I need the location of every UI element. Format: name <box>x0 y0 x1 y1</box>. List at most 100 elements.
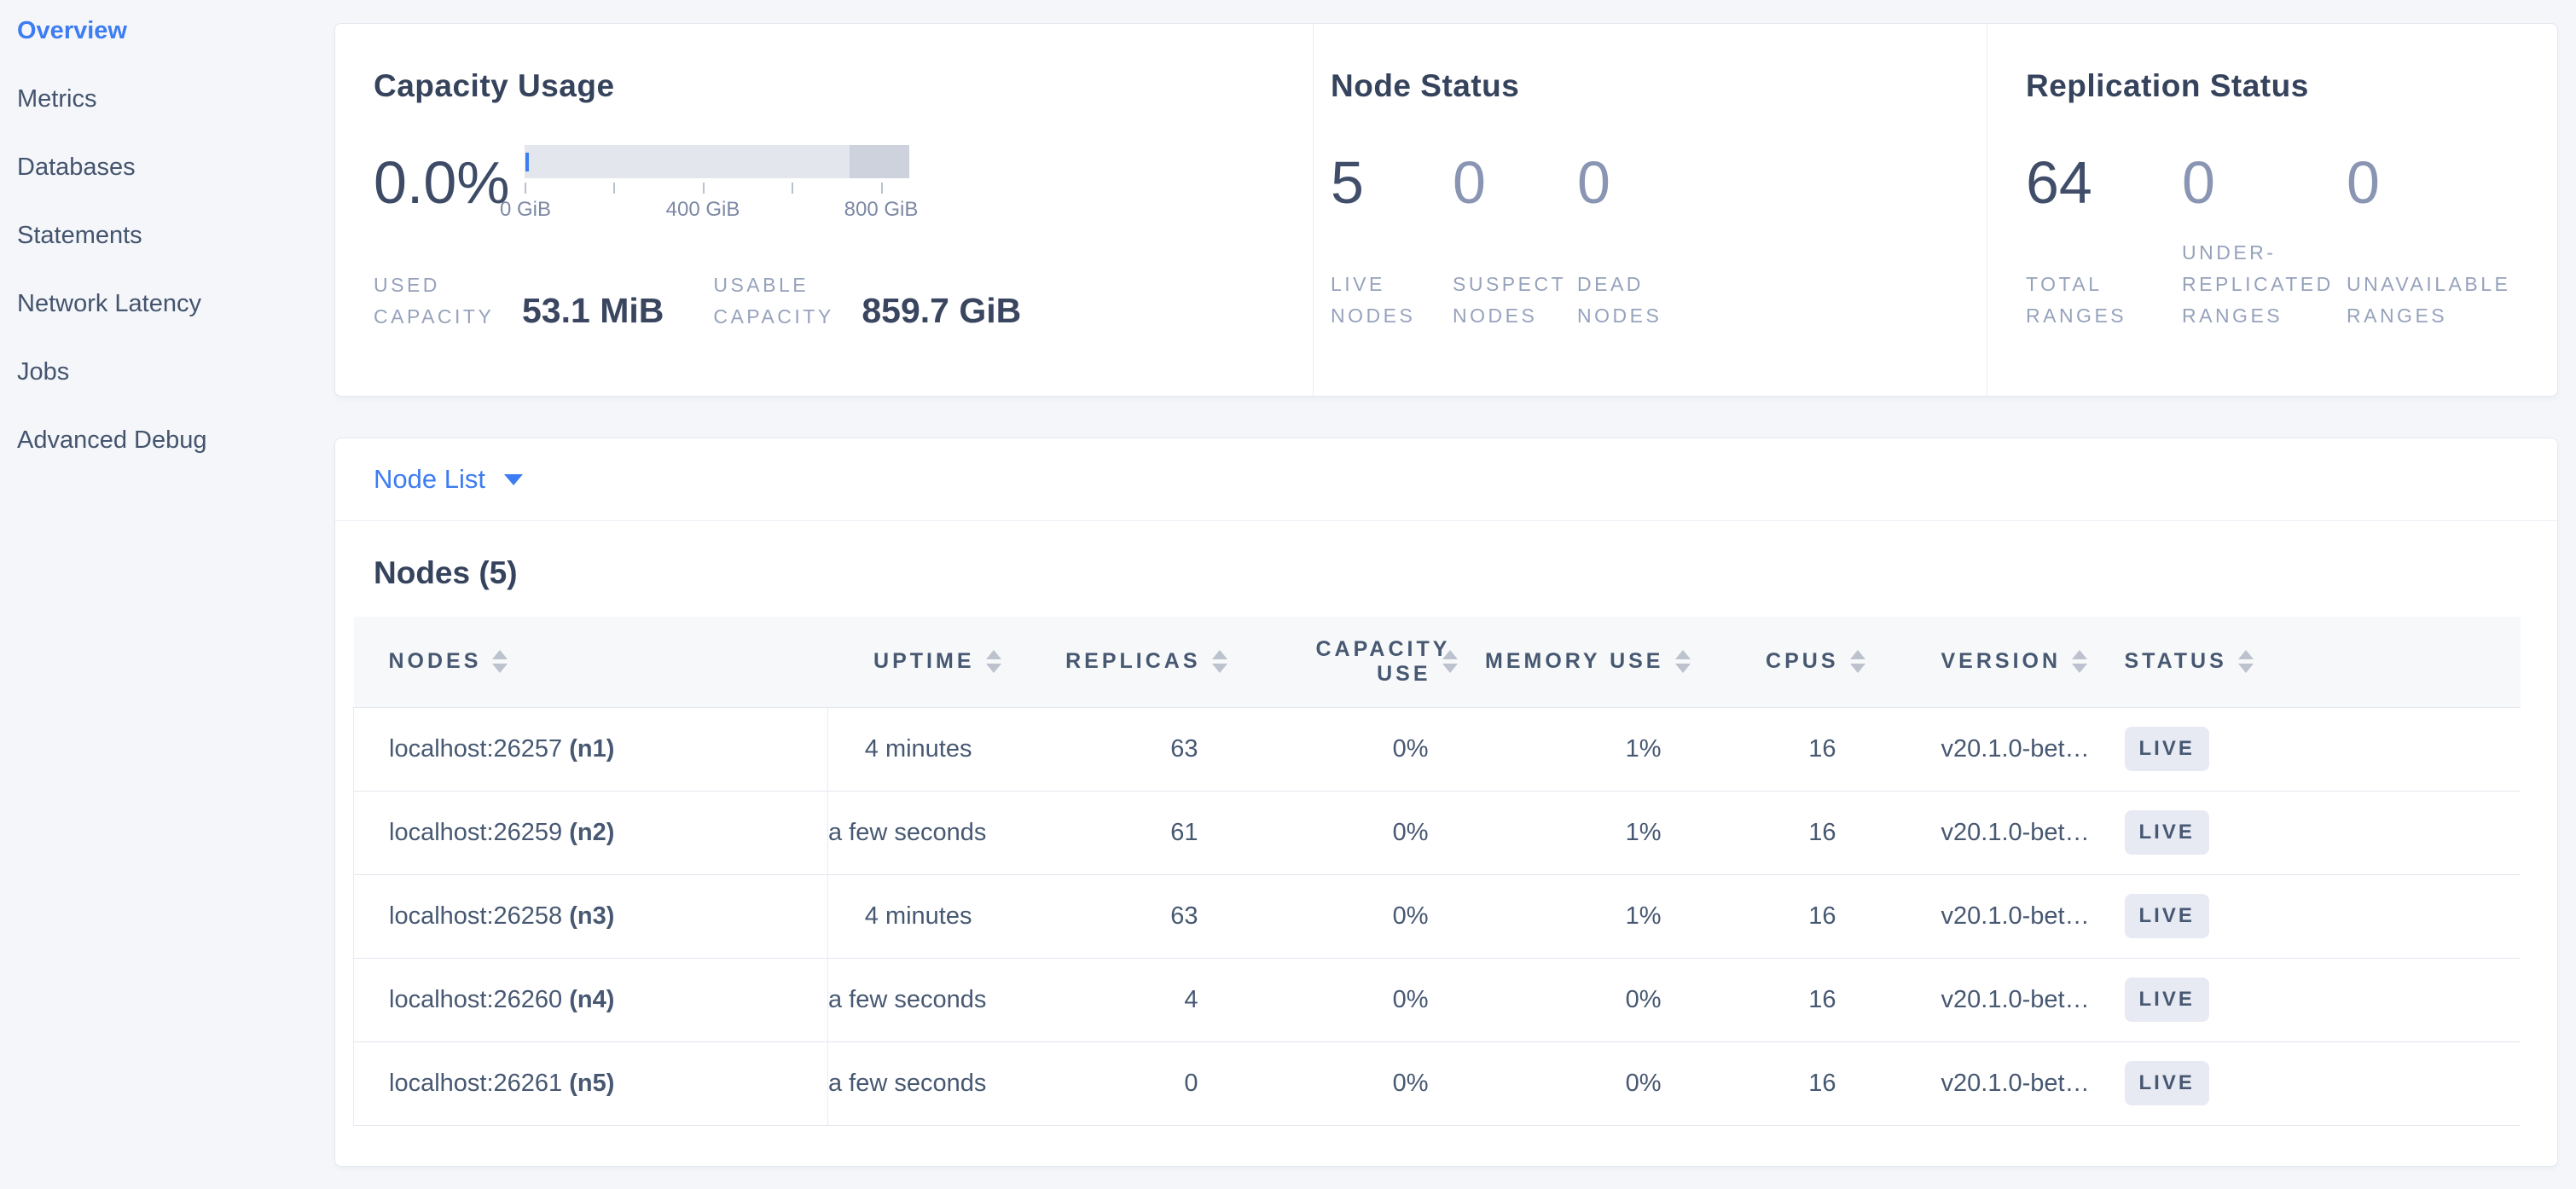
dead-nodes-label: DEAD NODES <box>1577 273 1662 327</box>
node-id: (n4) <box>569 985 615 1013</box>
usable-capacity-value: 859.7 GiB <box>862 291 1022 330</box>
nodes-count-heading: Nodes (5) <box>374 555 518 590</box>
total-ranges-label: TOTAL RANGES <box>2026 273 2127 327</box>
status-badge: LIVE <box>2124 1061 2209 1105</box>
replicas-cell: 0 <box>1011 1041 1238 1126</box>
column-header-cpus[interactable]: CPUS <box>1700 617 1876 708</box>
version-cell: v20.1.0-bet… <box>1875 707 2105 792</box>
node-list-card: Node List Nodes (5) NODES UPTIME <box>334 438 2558 1167</box>
sidebar-item-metrics[interactable]: Metrics <box>17 80 334 148</box>
uptime-cell: a few seconds <box>827 958 1012 1042</box>
column-header-memory-use[interactable]: MEMORY USE <box>1467 617 1701 708</box>
sidebar-item-label: Databases <box>17 154 136 181</box>
node-id: (n2) <box>569 818 615 846</box>
uptime-cell: 4 minutes <box>827 874 1012 959</box>
under-replicated-stat: 0 UNDER-REPLICATED RANGES <box>2182 148 2347 332</box>
node-address: localhost:26261 <box>389 1069 563 1097</box>
column-header-version[interactable]: VERSION <box>1875 617 2105 708</box>
memory-use-cell: 1% <box>1467 874 1701 959</box>
live-nodes-stat: 5 LIVE NODES <box>1331 148 1453 332</box>
live-nodes-value: 5 <box>1331 149 1364 216</box>
capacity-gauge-track <box>525 145 909 178</box>
replicas-cell: 63 <box>1011 707 1238 792</box>
column-header-replicas[interactable]: REPLICAS <box>1011 617 1238 708</box>
status-badge: LIVE <box>2124 727 2209 771</box>
replicas-cell: 63 <box>1011 874 1238 959</box>
uptime-cell: a few seconds <box>827 1041 1012 1126</box>
total-ranges-value: 64 <box>2026 149 2092 216</box>
node-id: (n1) <box>569 734 615 763</box>
version-cell: v20.1.0-bet… <box>1875 874 2105 959</box>
memory-use-cell: 1% <box>1467 791 1701 875</box>
capacity-used-marker <box>525 152 529 171</box>
suspect-nodes-stat: 0 SUSPECT NODES <box>1453 148 1577 332</box>
node-list-dropdown-label: Node List <box>374 464 485 494</box>
live-nodes-label: LIVE NODES <box>1331 273 1416 327</box>
capacity-usage-title: Capacity Usage <box>374 68 615 103</box>
node-status-section: Node Status 5 LIVE NODES 0 SUSPECT NODES… <box>1314 24 1987 396</box>
axis-label-400: 400 GiB <box>665 198 740 221</box>
capacity-percent: 0.0% <box>374 149 510 216</box>
table-row-node-2[interactable]: localhost:26259 (n2) a few seconds 61 0%… <box>353 791 2521 875</box>
version-cell: v20.1.0-bet… <box>1875 1041 2105 1126</box>
cpus-cell: 16 <box>1700 707 1876 792</box>
under-replicated-value: 0 <box>2182 149 2215 216</box>
chevron-down-icon <box>503 473 523 485</box>
table-row-node-4[interactable]: localhost:26260 (n4) a few seconds 4 0% … <box>353 958 2521 1042</box>
sidebar-item-label: Overview <box>17 17 127 44</box>
capacity-axis-ticks <box>525 178 909 194</box>
capacity-use-cell: 0% <box>1237 874 1468 959</box>
version-cell: v20.1.0-bet… <box>1875 958 2105 1042</box>
sidebar-item-statements[interactable]: Statements <box>17 217 334 285</box>
axis-label-0: 0 GiB <box>499 198 552 221</box>
total-ranges-stat: 64 TOTAL RANGES <box>2026 148 2182 332</box>
sort-arrows-icon <box>492 650 508 674</box>
replication-status-section: Replication Status 64 TOTAL RANGES 0 UND… <box>1987 24 2557 396</box>
table-row-node-1[interactable]: localhost:26257 (n1) 4 minutes 63 0% 1% … <box>353 707 2521 792</box>
node-address: localhost:26259 <box>389 818 563 846</box>
capacity-values-row: USED CAPACITY 53.1 MiB USABLE CAPACITY 8… <box>374 270 1313 333</box>
under-replicated-label: UNDER-REPLICATED RANGES <box>2182 241 2334 327</box>
unavailable-ranges-label: UNAVAILABLE RANGES <box>2347 273 2511 327</box>
node-status-stats: 5 LIVE NODES 0 SUSPECT NODES 0 DEAD NODE… <box>1331 148 1987 332</box>
version-cell: v20.1.0-bet… <box>1875 791 2105 875</box>
sidebar-item-databases[interactable]: Databases <box>17 148 334 217</box>
sort-arrows-icon <box>1674 650 1691 674</box>
column-header-status[interactable]: STATUS <box>2104 617 2521 708</box>
table-row-node-5[interactable]: localhost:26261 (n5) a few seconds 0 0% … <box>353 1041 2521 1126</box>
replication-stats: 64 TOTAL RANGES 0 UNDER-REPLICATED RANGE… <box>2026 148 2557 332</box>
memory-use-cell: 0% <box>1467 958 1701 1042</box>
column-header-capacity-use[interactable]: CAPACITY USE <box>1237 617 1468 708</box>
cpus-cell: 16 <box>1700 874 1876 959</box>
capacity-axis-labels: 0 GiB 400 GiB 800 GiB <box>500 194 918 221</box>
sidebar-item-advanced-debug[interactable]: Advanced Debug <box>17 421 334 490</box>
sort-arrows-icon <box>2237 650 2254 674</box>
sidebar-item-label: Statements <box>17 222 142 249</box>
sidebar-item-jobs[interactable]: Jobs <box>17 353 334 421</box>
column-header-nodes[interactable]: NODES <box>353 617 828 708</box>
node-address: localhost:26258 <box>389 902 563 930</box>
replicas-cell: 61 <box>1011 791 1238 875</box>
capacity-usage-section: Capacity Usage 0.0% 0 GiB 400 GiB 800 Gi… <box>335 24 1314 396</box>
main-content: Capacity Usage 0.0% 0 GiB 400 GiB 800 Gi… <box>334 0 2558 1167</box>
uptime-cell: a few seconds <box>827 791 1012 875</box>
sidebar-item-network-latency[interactable]: Network Latency <box>17 285 334 353</box>
capacity-use-cell: 0% <box>1237 958 1468 1042</box>
used-capacity-label: USED CAPACITY <box>374 274 495 328</box>
node-list-dropdown[interactable]: Node List <box>374 464 523 495</box>
column-header-uptime[interactable]: UPTIME <box>827 617 1012 708</box>
usable-capacity-label: USABLE CAPACITY <box>713 274 834 328</box>
sidebar-item-label: Advanced Debug <box>17 426 207 454</box>
nodes-table: NODES UPTIME REPLICAS CAPACITY USE MEMOR <box>353 617 2521 1126</box>
node-id: (n3) <box>569 902 615 930</box>
uptime-cell: 4 minutes <box>827 707 1012 792</box>
sidebar-item-overview[interactable]: Overview <box>17 12 334 80</box>
node-address: localhost:26260 <box>389 985 563 1013</box>
capacity-use-cell: 0% <box>1237 707 1468 792</box>
replicas-cell: 4 <box>1011 958 1238 1042</box>
table-header-row: NODES UPTIME REPLICAS CAPACITY USE MEMOR <box>353 617 2521 708</box>
sidebar-item-label: Jobs <box>17 358 70 386</box>
table-row-node-3[interactable]: localhost:26258 (n3) 4 minutes 63 0% 1% … <box>353 874 2521 959</box>
unavailable-ranges-stat: 0 UNAVAILABLE RANGES <box>2347 148 2551 332</box>
sort-arrows-icon <box>1442 650 1458 674</box>
